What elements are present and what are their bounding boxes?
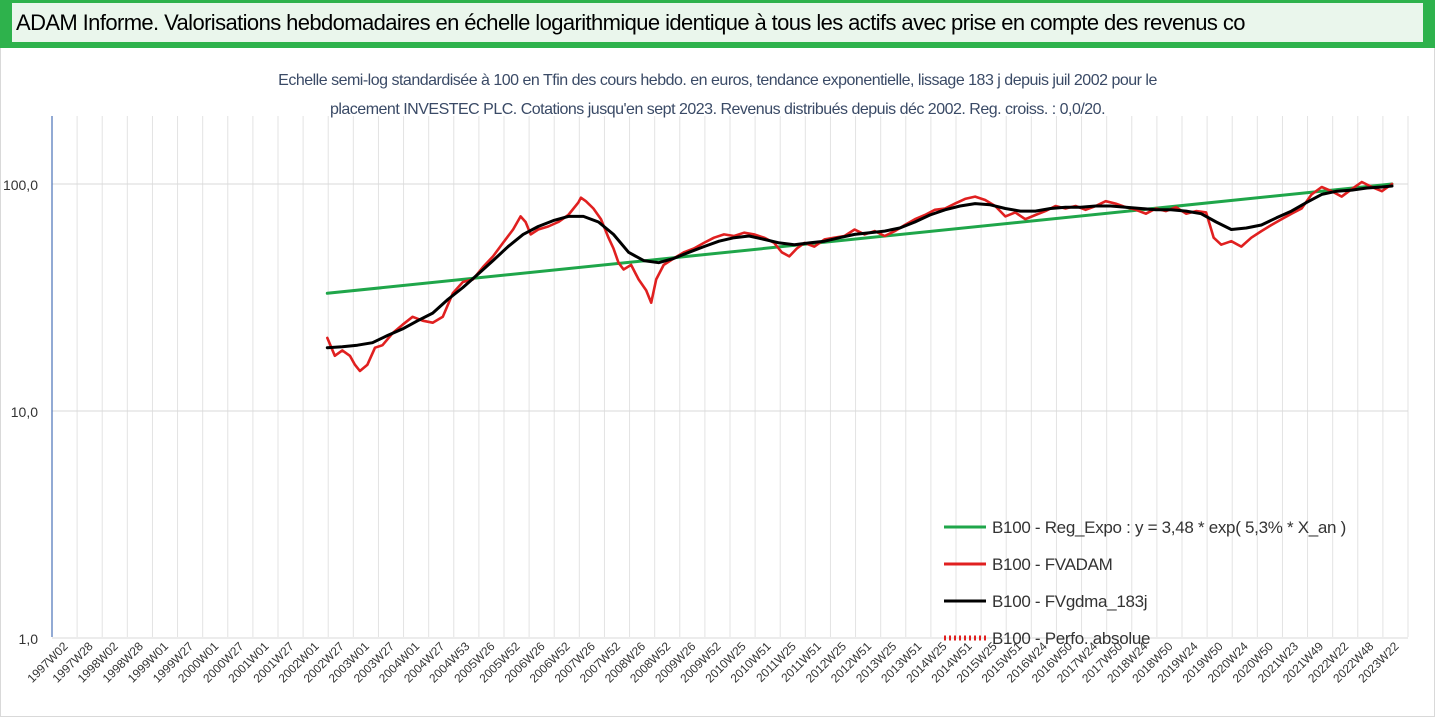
title-bar: ADAM Informe. Valorisations hebdomadaire… [0,0,1435,48]
series-line-2 [326,180,1394,373]
y-tick-label: 10,0 [11,404,38,420]
legend-label-1: B100 - Reg_Expo : y = 3,48 * exp( 5,3% *… [992,518,1346,537]
legend-label-3: B100 - FVgdma_183j [992,592,1147,611]
series-line-3 [325,184,1394,350]
chart-subtitle-line1: Echelle semi-log standardisée à 100 en T… [278,72,1157,89]
page-title: ADAM Informe. Valorisations hebdomadaire… [12,3,1423,42]
y-tick-label: 1,0 [19,631,39,647]
legend-label-4: B100 - Perfo. absolue [992,629,1150,648]
chart-subtitle-line2: placement INVESTEC PLC. Cotations jusqu'… [329,101,1106,118]
y-tick-label: 100,0 [3,177,38,193]
series-line-1 [325,182,1394,295]
legend-label-2: B100 - FVADAM [992,555,1113,574]
